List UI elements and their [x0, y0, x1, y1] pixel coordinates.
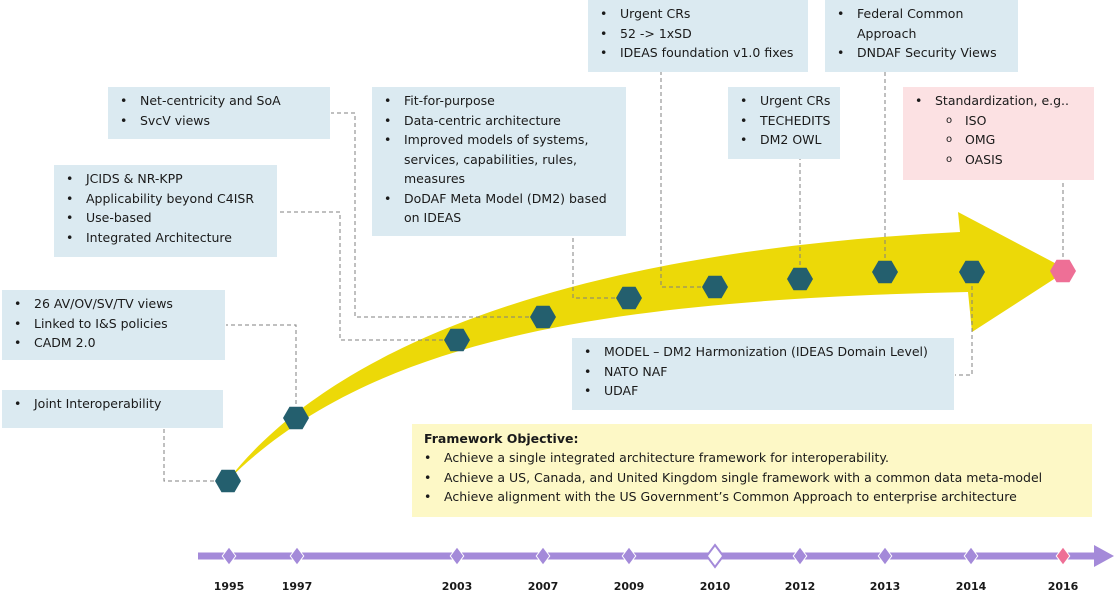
box-2013: Federal Common ApproachDNDAF Security Vi… [825, 0, 1018, 72]
timeline-marker-2007 [535, 546, 551, 566]
list-item: Achieve a US, Canada, and United Kingdom… [424, 468, 1082, 488]
list-item: Fit-for-purpose [384, 91, 618, 111]
list-item: Net-centricity and SoA [120, 91, 322, 111]
timeline-marker-2003 [449, 546, 465, 566]
list-item: Standardization, e.g.. [915, 91, 1086, 111]
list-item: Urgent CRs [740, 91, 832, 111]
box-2012-list: Urgent CRsTECHEDITSDM2 OWL [740, 91, 832, 150]
milestone-hexagon-2013 [872, 260, 898, 284]
connector-2007 [331, 112, 543, 318]
box-2010: Urgent CRs52 -> 1xSDIDEAS foundation v1.… [588, 0, 808, 72]
year-label-1995: 1995 [213, 580, 245, 593]
framework-objective-box: Framework Objective: Achieve a single in… [412, 424, 1092, 517]
year-label-2012: 2012 [784, 580, 816, 593]
year-label-2014: 2014 [955, 580, 987, 593]
list-item: OMG [915, 130, 1086, 150]
timeline-marker-1995 [221, 546, 237, 566]
box-1995: Joint Interoperability [2, 390, 223, 428]
box-2007-list: Net-centricity and SoASvcV views [120, 91, 322, 130]
list-item: Federal Common Approach [837, 4, 1010, 43]
box-2007: Net-centricity and SoASvcV views [108, 87, 330, 139]
year-label-2007: 2007 [527, 580, 559, 593]
timeline-marker-2016 [1055, 546, 1071, 566]
list-item: Applicability beyond C4ISR [66, 189, 269, 209]
timeline-marker-2013 [877, 546, 893, 566]
connector-1995 [163, 428, 228, 482]
year-label-1997: 1997 [281, 580, 313, 593]
list-item: Joint Interoperability [14, 394, 215, 414]
timeline-marker-2009 [621, 546, 637, 566]
timeline-marker-2012 [792, 546, 808, 566]
milestone-hexagon-2014 [959, 260, 985, 284]
box-2014-list: MODEL – DM2 Harmonization (IDEAS Domain … [584, 342, 946, 401]
list-item: Use-based [66, 208, 269, 228]
framework-objective-list: Achieve a single integrated architecture… [424, 448, 1082, 507]
milestone-hexagon-2010 [702, 275, 728, 299]
connector-2010 [660, 72, 715, 288]
list-item: DM2 OWL [740, 130, 832, 150]
connector-1997 [226, 324, 297, 418]
list-item: ISO [915, 111, 1086, 131]
list-item: UDAF [584, 381, 946, 401]
list-item: Achieve alignment with the US Government… [424, 487, 1082, 507]
box-2003-list: JCIDS & NR-KPPApplicability beyond C4ISR… [66, 169, 269, 247]
box-2009: Fit-for-purposeData-centric architecture… [372, 87, 626, 236]
milestone-hexagon-2007 [530, 305, 556, 329]
box-1997: 26 AV/OV/SV/TV viewsLinked to I&S polici… [2, 290, 225, 360]
list-item: Achieve a single integrated architecture… [424, 448, 1082, 468]
list-item: TECHEDITS [740, 111, 832, 131]
framework-objective-title: Framework Objective: [424, 431, 579, 446]
box-1995-list: Joint Interoperability [14, 394, 215, 414]
connector-lines [163, 72, 1064, 482]
timeline [198, 543, 1114, 569]
box-2003: JCIDS & NR-KPPApplicability beyond C4ISR… [54, 165, 277, 257]
list-item: 26 AV/OV/SV/TV views [14, 294, 217, 314]
list-item: OASIS [915, 150, 1086, 170]
timeline-marker-2014 [963, 546, 979, 566]
growth-arrow [228, 212, 1068, 480]
year-label-2016: 2016 [1047, 580, 1079, 593]
box-2014: MODEL – DM2 Harmonization (IDEAS Domain … [572, 338, 954, 410]
milestone-hexagon-2009 [616, 286, 642, 310]
box-2009-list: Fit-for-purposeData-centric architecture… [384, 91, 618, 228]
box-2013-list: Federal Common ApproachDNDAF Security Vi… [837, 4, 1010, 63]
timeline-marker-2010 [705, 543, 725, 569]
milestone-hexagon-1997 [283, 406, 309, 430]
list-item: Data-centric architecture [384, 111, 618, 131]
list-item: DoDAF Meta Model (DM2) based on IDEAS [384, 189, 618, 228]
milestone-hexagons [215, 259, 1076, 493]
year-label-2003: 2003 [441, 580, 473, 593]
list-item: JCIDS & NR-KPP [66, 169, 269, 189]
milestone-hexagon-1995 [215, 469, 241, 493]
box-2016-list: Standardization, e.g..ISOOMGOASIS [915, 91, 1086, 169]
connector-2014 [955, 272, 973, 376]
milestone-hexagon-2016 [1050, 259, 1076, 283]
timeline-arrowhead [1094, 545, 1114, 567]
year-label-2013: 2013 [869, 580, 901, 593]
box-2012: Urgent CRsTECHEDITSDM2 OWL [728, 87, 840, 159]
list-item: Urgent CRs [600, 4, 800, 24]
list-item: Improved models of systems, services, ca… [384, 130, 618, 189]
connector-2009 [572, 236, 629, 299]
list-item: SvcV views [120, 111, 322, 131]
list-item: DNDAF Security Views [837, 43, 1010, 63]
year-label-2010: 2010 [699, 580, 731, 593]
list-item: NATO NAF [584, 362, 946, 382]
list-item: CADM 2.0 [14, 333, 217, 353]
list-item: IDEAS foundation v1.0 fixes [600, 43, 800, 63]
box-2010-list: Urgent CRs52 -> 1xSDIDEAS foundation v1.… [600, 4, 800, 63]
list-item: Integrated Architecture [66, 228, 269, 248]
year-label-2009: 2009 [613, 580, 645, 593]
milestone-hexagon-2012 [787, 267, 813, 291]
list-item: Linked to I&S policies [14, 314, 217, 334]
box-1997-list: 26 AV/OV/SV/TV viewsLinked to I&S polici… [14, 294, 217, 353]
list-item: MODEL – DM2 Harmonization (IDEAS Domain … [584, 342, 946, 362]
list-item: 52 -> 1xSD [600, 24, 800, 44]
box-2016: Standardization, e.g..ISOOMGOASIS [903, 87, 1094, 180]
milestone-hexagon-2003 [444, 328, 470, 352]
connector-2003 [280, 211, 457, 341]
timeline-marker-1997 [289, 546, 305, 566]
